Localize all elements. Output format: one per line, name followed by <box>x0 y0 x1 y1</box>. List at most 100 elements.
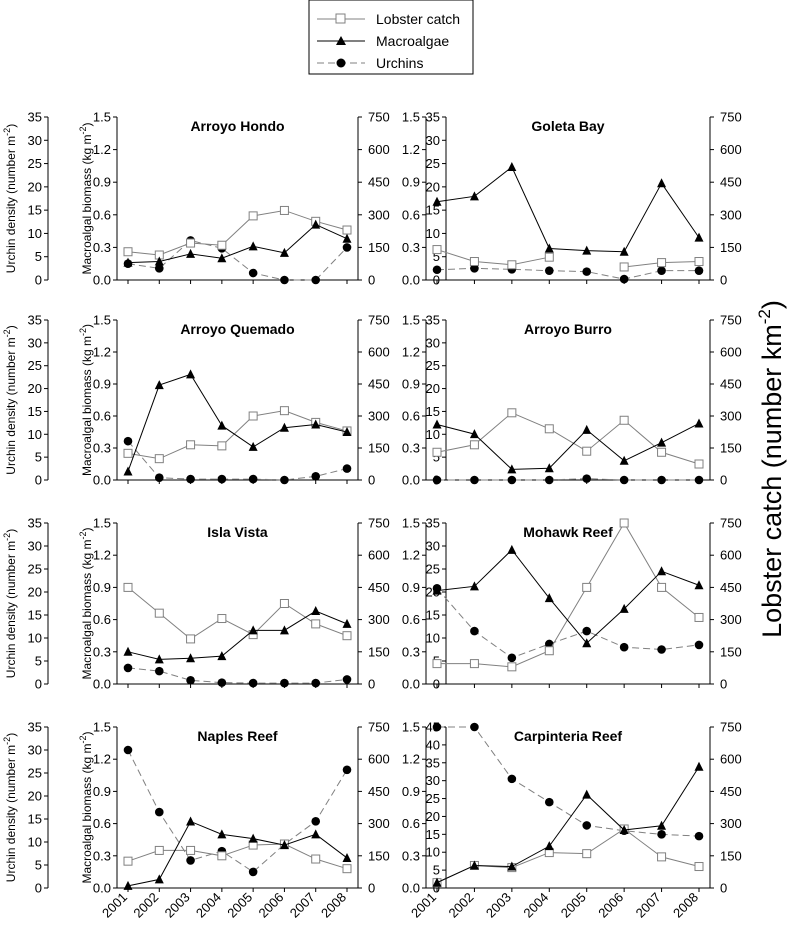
macro-axis-title-sup: -2 <box>78 328 88 336</box>
lobster-point <box>186 238 196 248</box>
urchin-tick-label: 20 <box>426 809 440 824</box>
macro-tick-label: 1.5 <box>93 313 111 328</box>
macroalgae-point <box>694 580 704 590</box>
urchin-point <box>186 676 195 685</box>
macro-axis-title-sup: -2 <box>78 735 88 743</box>
series-macroalgae <box>432 161 704 256</box>
urchin-axis-title-text: Urchin density (number m <box>4 337 18 474</box>
lobster-tick-label: 0 <box>368 677 375 692</box>
urchin-tick-label: 15 <box>28 404 42 419</box>
macroalgae-point <box>694 761 704 771</box>
urchin-point <box>657 475 666 485</box>
lobster-catch-line <box>127 209 348 256</box>
urchin-point <box>123 663 133 673</box>
lobster-tick-label: 600 <box>368 752 390 767</box>
urchin-tick-label: 0 <box>433 881 440 896</box>
lobster-point <box>507 662 517 672</box>
macroalgae-point <box>342 427 352 436</box>
urchin-point <box>217 474 227 484</box>
lobster-tick-label: 300 <box>720 816 742 831</box>
macroalgae-point <box>154 256 164 266</box>
macro-tick-label: 1.2 <box>93 752 111 767</box>
series-lobster-catch <box>123 205 352 260</box>
panel-title: Arroyo Burro <box>524 321 612 337</box>
urchin-axis-title-text: Urchin density (number m <box>4 136 18 273</box>
urchin-axis-title-sup: -2 <box>2 737 12 745</box>
x-tick-label: 2003 <box>162 890 193 921</box>
lobster-point <box>186 845 196 855</box>
lobster-point <box>432 245 442 255</box>
lobster-point <box>657 582 667 592</box>
urchin-tick-label: 10 <box>28 835 42 850</box>
urchin-tick-label: 10 <box>28 631 42 646</box>
panel-naples-reef: 0 5 10 15 20 25 30 35 0.0 0.3 0.6 0.9 1.2 1.5 0 150 300 4… <box>2 720 390 921</box>
urchin-tick-label: 10 <box>426 427 440 442</box>
urchin-point <box>657 645 666 654</box>
macroalgae-point <box>544 593 554 603</box>
macroalgae-point <box>619 825 629 835</box>
urchin-point <box>154 473 164 483</box>
urchin-tick-label: 5 <box>35 450 42 465</box>
macroalgae-point <box>544 841 554 851</box>
macroalgae-point <box>217 253 227 263</box>
urchin-tick-label: 10 <box>426 631 440 646</box>
urchin-axis-title: Urchin density (number m-2) <box>2 733 18 882</box>
macro-tick-label: 1.2 <box>93 548 111 563</box>
macro-tick-label: 1.5 <box>93 110 111 125</box>
macroalgae-point <box>619 603 629 613</box>
lobster-tick-label: 450 <box>368 377 390 392</box>
panel-title: Goleta Bay <box>531 118 604 134</box>
lobster-tick-label: 600 <box>720 142 742 157</box>
lobster-tick-label: 750 <box>720 110 742 125</box>
macroalgae-point <box>217 829 227 839</box>
lobster-point <box>544 424 554 434</box>
legend-urchin-marker <box>336 58 346 68</box>
urchin-axis-title-close: ) <box>4 325 18 329</box>
urchin-axis-title-text: Urchin density (number m <box>4 745 18 882</box>
lobster-tick-label: 450 <box>720 175 742 190</box>
lobster-tick-label: 0 <box>368 881 375 896</box>
urchin-tick-label: 0 <box>433 273 440 288</box>
urchin-point <box>582 267 592 276</box>
macro-tick-label: 0.3 <box>93 644 111 659</box>
macro-tick-label: 0.3 <box>402 848 420 863</box>
lobster-point <box>217 441 227 451</box>
macro-tick-label: 0.0 <box>402 881 420 896</box>
urchin-tick-label: 15 <box>426 404 440 419</box>
urchin-point <box>507 653 517 663</box>
urchin-tick-label: 20 <box>28 179 42 194</box>
lobster-tick-label: 150 <box>720 848 742 863</box>
urchin-point <box>582 821 592 830</box>
macroalgae-point <box>657 566 667 576</box>
macro-axis-title-text: Macroalgal biomass (kg m <box>80 539 94 679</box>
legend: Lobster catch Macroalgae Urchins <box>308 0 474 75</box>
macroalgae-point <box>186 653 196 663</box>
urchin-tick-label: 20 <box>28 789 42 804</box>
macroalgae-point <box>342 233 352 243</box>
macroalgae-point <box>186 369 196 379</box>
lobster-point <box>657 258 667 268</box>
series-urchins <box>432 264 704 284</box>
urchin-tick-label: 15 <box>28 203 42 218</box>
urchin-point <box>470 264 479 273</box>
macroalgae-point <box>469 581 479 591</box>
lobster-tick-label: 600 <box>720 548 742 563</box>
macroalgae-point <box>507 544 517 554</box>
lobster-point <box>469 257 479 267</box>
lobster-point <box>342 225 352 235</box>
macroalgae-point <box>279 247 289 257</box>
urchin-point <box>248 268 258 278</box>
macroalgae-point <box>544 463 554 473</box>
x-tick-label: 2008 <box>670 890 701 921</box>
macroalgae-line <box>436 766 700 884</box>
macro-tick-label: 0.9 <box>93 784 111 799</box>
macro-tick-label: 0.6 <box>93 612 111 627</box>
urchin-tick-label: 15 <box>28 812 42 827</box>
urchin-point <box>619 475 629 485</box>
panel-title: Carpinteria Reef <box>514 728 622 744</box>
macro-tick-label: 0.6 <box>93 816 111 831</box>
urchin-tick-label: 0 <box>35 273 42 288</box>
macroalgae-point <box>469 191 479 201</box>
x-tick-label: 2006 <box>255 890 286 921</box>
urchin-tick-label: 15 <box>426 203 440 218</box>
